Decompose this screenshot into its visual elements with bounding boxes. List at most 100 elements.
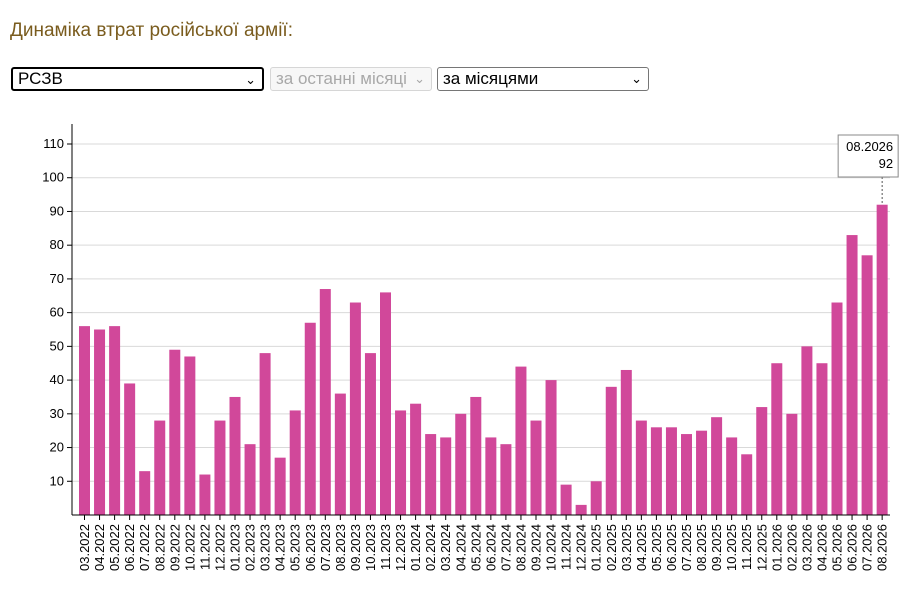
x-tick-label: 01.2024: [408, 524, 423, 571]
bar-09.2024[interactable]: [530, 420, 542, 515]
x-tick-label: 01.2026: [769, 524, 784, 571]
bar-11.2022[interactable]: [199, 474, 211, 515]
bar-12.2024[interactable]: [575, 504, 587, 515]
x-tick-label: 08.2023: [333, 524, 348, 571]
bar-06.2025[interactable]: [665, 427, 677, 515]
bar-07.2023[interactable]: [319, 289, 331, 515]
weapon-select[interactable]: РСЗВ ⌄: [11, 67, 264, 91]
bar-11.2025[interactable]: [741, 454, 753, 515]
x-tick-label: 07.2024: [498, 524, 513, 571]
bar-03.2022[interactable]: [79, 326, 90, 515]
bar-02.2026[interactable]: [786, 413, 798, 515]
bar-12.2022[interactable]: [214, 420, 226, 515]
bar-11.2024[interactable]: [560, 484, 572, 515]
y-tick-label: 70: [50, 271, 64, 286]
bar-10.2022[interactable]: [184, 356, 196, 515]
bar-02.2024[interactable]: [425, 434, 437, 515]
bar-10.2024[interactable]: [545, 380, 557, 515]
y-tick-label: 60: [50, 305, 64, 320]
bar-02.2023[interactable]: [244, 444, 256, 515]
bar-04.2025[interactable]: [635, 420, 647, 515]
y-tick-label: 90: [50, 203, 64, 218]
x-tick-label: 01.2023: [228, 524, 243, 571]
x-tick-label: 07.2022: [137, 524, 152, 571]
x-tick-label: 10.2025: [724, 524, 739, 571]
period-select[interactable]: за останні місяці ⌄: [270, 67, 432, 91]
bar-03.2026[interactable]: [801, 346, 813, 515]
bar-02.2025[interactable]: [605, 386, 617, 515]
bar-09.2022[interactable]: [169, 349, 181, 515]
weapon-select-value: РСЗВ: [18, 69, 63, 88]
x-tick-label: 05.2024: [468, 524, 483, 571]
tooltip-value: 92: [879, 156, 893, 171]
bar-01.2025[interactable]: [590, 481, 602, 515]
bar-10.2025[interactable]: [726, 437, 738, 515]
x-tick-label: 10.2023: [363, 524, 378, 571]
bar-05.2022[interactable]: [109, 326, 121, 515]
bar-03.2023[interactable]: [259, 353, 271, 515]
grouping-select[interactable]: за місяцями ⌄: [437, 67, 649, 91]
bar-05.2023[interactable]: [289, 410, 301, 515]
x-tick-label: 06.2026: [845, 524, 860, 571]
bar-03.2024[interactable]: [440, 437, 452, 515]
bar-08.2025[interactable]: [696, 430, 708, 515]
bar-08.2024[interactable]: [515, 366, 527, 515]
y-tick-label: 50: [50, 338, 64, 353]
y-tick-label: 40: [50, 372, 64, 387]
bar-01.2024[interactable]: [410, 403, 422, 515]
x-tick-label: 06.2025: [664, 524, 679, 571]
bar-05.2025[interactable]: [650, 427, 662, 515]
bar-06.2022[interactable]: [124, 383, 136, 515]
x-tick-label: 06.2022: [122, 524, 137, 571]
bar-07.2025[interactable]: [681, 434, 692, 515]
x-tick-label: 10.2024: [544, 524, 559, 571]
bar-07.2026[interactable]: [861, 255, 873, 516]
bar-07.2022[interactable]: [139, 471, 151, 515]
y-tick-label: 100: [42, 170, 64, 185]
bar-04.2023[interactable]: [274, 457, 286, 515]
bar-11.2023[interactable]: [380, 292, 391, 515]
bar-06.2024[interactable]: [485, 437, 497, 515]
x-tick-label: 07.2023: [318, 524, 333, 571]
x-tick-label: 11.2025: [739, 524, 754, 570]
y-tick-label: 80: [50, 237, 64, 252]
x-tick-label: 09.2023: [348, 524, 363, 571]
bar-10.2023[interactable]: [364, 353, 376, 515]
bar-12.2023[interactable]: [395, 410, 407, 515]
x-tick-label: 08.2024: [513, 524, 528, 571]
bar-08.2023[interactable]: [334, 393, 346, 515]
x-tick-label: 03.2022: [77, 524, 92, 571]
x-tick-label: 03.2026: [799, 524, 814, 571]
bar-04.2022[interactable]: [94, 329, 106, 516]
bar-05.2026[interactable]: [831, 302, 843, 515]
x-tick-label: 11.2022: [197, 524, 212, 570]
x-tick-label: 10.2022: [182, 524, 197, 571]
bar-08.2022[interactable]: [154, 420, 166, 515]
bar-04.2026[interactable]: [816, 363, 828, 515]
bar-01.2023[interactable]: [229, 396, 241, 515]
bar-05.2024[interactable]: [470, 396, 482, 515]
period-select-value: за останні місяці: [276, 69, 407, 88]
x-tick-label: 09.2025: [709, 524, 724, 571]
bar-06.2023[interactable]: [304, 322, 316, 515]
bar-01.2026[interactable]: [771, 363, 783, 515]
bar-09.2025[interactable]: [711, 417, 723, 515]
x-tick-label: 06.2023: [303, 524, 318, 571]
bar-09.2023[interactable]: [349, 302, 361, 515]
x-tick-label: 02.2024: [423, 524, 438, 571]
bar-12.2025[interactable]: [756, 407, 768, 515]
bar-06.2026[interactable]: [846, 235, 858, 515]
x-tick-label: 06.2024: [483, 524, 498, 571]
x-tick-label: 05.2022: [107, 524, 122, 571]
bar-03.2025[interactable]: [620, 369, 632, 515]
x-tick-label: 04.2025: [634, 524, 649, 571]
x-tick-label: 05.2025: [649, 524, 664, 571]
x-tick-label: 08.2026: [875, 524, 890, 571]
bar-04.2024[interactable]: [455, 413, 467, 515]
bar-07.2024[interactable]: [500, 444, 512, 515]
x-tick-label: 03.2025: [619, 524, 634, 571]
x-tick-label: 05.2026: [830, 524, 845, 571]
x-tick-label: 12.2025: [754, 524, 769, 571]
bar-08.2026[interactable]: [876, 204, 888, 515]
